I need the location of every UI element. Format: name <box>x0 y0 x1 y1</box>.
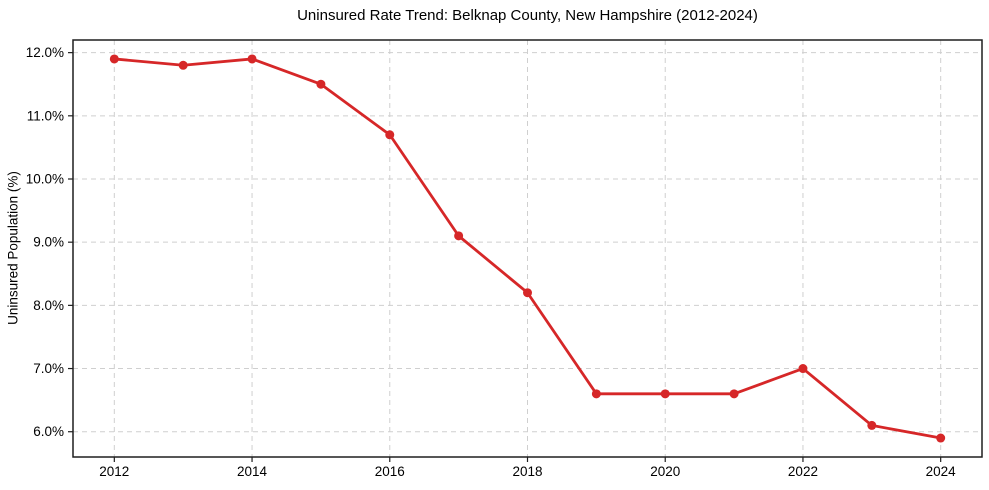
x-tick-label: 2022 <box>788 464 818 479</box>
data-point <box>523 288 532 298</box>
chart-title: Uninsured Rate Trend: Belknap County, Ne… <box>297 7 758 24</box>
data-point <box>178 60 188 70</box>
x-tick-label: 2020 <box>650 464 680 479</box>
y-tick-label: 10.0% <box>26 172 64 187</box>
y-tick-label: 8.0% <box>33 298 64 313</box>
x-tick-label: 2016 <box>375 464 405 479</box>
x-tick-label: 2018 <box>512 464 542 479</box>
data-point <box>385 130 395 140</box>
y-tick-label: 9.0% <box>33 235 64 250</box>
x-tick-label: 2014 <box>237 464 268 479</box>
y-tick-label: 11.0% <box>27 108 64 123</box>
data-point <box>109 54 119 64</box>
y-tick-label: 7.0% <box>33 361 64 376</box>
data-point <box>247 54 257 64</box>
y-tick-label: 12.0% <box>26 45 64 60</box>
data-point <box>454 231 464 241</box>
data-point <box>660 389 670 399</box>
x-tick-label: 2024 <box>926 464 957 479</box>
data-point <box>867 420 877 430</box>
data-point <box>729 389 739 399</box>
data-point <box>591 389 601 399</box>
data-point <box>936 433 946 443</box>
data-point <box>798 364 808 374</box>
data-point <box>316 79 326 89</box>
y-tick-label: 6.0% <box>33 424 64 439</box>
x-tick-label: 2012 <box>99 464 129 479</box>
